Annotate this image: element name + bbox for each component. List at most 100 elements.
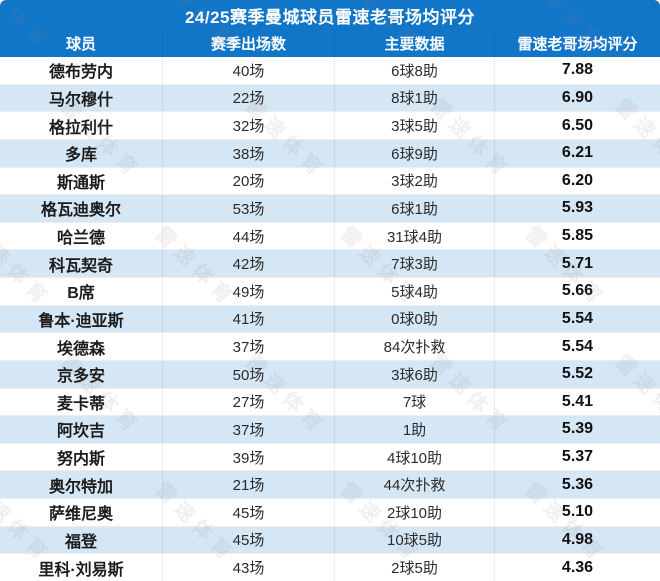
main-stats-cell: 4球10助 bbox=[335, 443, 495, 471]
appearances-cell: 21场 bbox=[163, 471, 335, 498]
rating-cell: 5.93 bbox=[561, 199, 594, 217]
appearances-cell: 38场 bbox=[163, 139, 335, 167]
appearances-cell: 49场 bbox=[163, 278, 335, 305]
player-name-cell: 萨维尼奥 bbox=[0, 499, 163, 526]
appearances-cell: 45场 bbox=[163, 499, 335, 526]
table-row: 里科·刘易斯 43场 2球5助 4.36 bbox=[0, 553, 660, 581]
table-row: 阿坎吉 37场 1助 5.39 bbox=[0, 415, 660, 443]
table-header-row: 球员 赛季出场数 主要数据 雷速老哥场均评分 bbox=[0, 30, 660, 57]
player-name-cell: 格瓦迪奥尔 bbox=[0, 195, 163, 222]
main-stats-cell: 7球3助 bbox=[335, 250, 495, 277]
column-header-rating: 雷速老哥场均评分 bbox=[517, 36, 638, 53]
rating-cell: 5.41 bbox=[561, 392, 594, 410]
player-name-cell: 福登 bbox=[0, 526, 163, 554]
rating-cell: 7.88 bbox=[561, 61, 594, 79]
player-name-cell: 麦卡蒂 bbox=[0, 388, 163, 416]
main-stats-cell: 31球4助 bbox=[335, 222, 495, 250]
rating-cell: 6.20 bbox=[561, 171, 594, 189]
rating-cell: 4.36 bbox=[561, 558, 594, 576]
appearances-cell: 45场 bbox=[163, 526, 335, 554]
appearances-cell: 22场 bbox=[163, 84, 335, 112]
appearances-cell: 39场 bbox=[163, 443, 335, 471]
appearances-cell: 42场 bbox=[163, 250, 335, 277]
rating-cell: 5.54 bbox=[561, 337, 594, 355]
main-stats-cell: 44次扑救 bbox=[335, 471, 495, 498]
appearances-cell: 27场 bbox=[163, 388, 335, 416]
page-title: 24/25赛季曼城球员雷速老哥场均评分 bbox=[0, 0, 660, 30]
player-name-cell: 埃德森 bbox=[0, 333, 163, 360]
main-stats-cell: 0球0助 bbox=[335, 305, 495, 333]
rating-cell: 4.98 bbox=[561, 530, 594, 548]
player-name-cell: 鲁本·迪亚斯 bbox=[0, 305, 163, 333]
main-stats-cell: 5球4助 bbox=[335, 278, 495, 305]
table-row: 多库 38场 6球9助 6.21 bbox=[0, 138, 660, 167]
player-name-cell: 德布劳内 bbox=[0, 57, 163, 84]
column-header-main-stats: 主要数据 bbox=[335, 30, 495, 57]
main-stats-cell: 7球 bbox=[335, 388, 495, 416]
appearances-cell: 37场 bbox=[163, 333, 335, 360]
table-row: 京多安 50场 3球6助 5.52 bbox=[0, 359, 660, 388]
player-name-cell: 阿坎吉 bbox=[0, 416, 163, 443]
appearances-cell: 44场 bbox=[163, 222, 335, 250]
player-name-cell: 努内斯 bbox=[0, 443, 163, 471]
player-name-cell: 哈兰德 bbox=[0, 222, 163, 250]
table-row: 斯通斯 20场 3球2助 6.20 bbox=[0, 166, 660, 195]
table-row: 奥尔特加 21场 44次扑救 5.36 bbox=[0, 470, 660, 498]
table-row: 努内斯 39场 4球10助 5.37 bbox=[0, 442, 660, 471]
appearances-cell: 20场 bbox=[163, 167, 335, 195]
rating-cell: 5.52 bbox=[561, 365, 594, 383]
column-header-player: 球员 bbox=[0, 30, 163, 57]
table-row: 科瓦契奇 42场 7球3助 5.71 bbox=[0, 249, 660, 277]
rating-cell: 5.37 bbox=[561, 448, 594, 466]
table-row: 麦卡蒂 27场 7球 5.41 bbox=[0, 387, 660, 416]
table-body: 德布劳内 40场 6球8助 7.88 马尔穆什 22场 8球1助 6.90 格拉利什 32场 3球5… bbox=[0, 57, 660, 581]
appearances-cell: 32场 bbox=[163, 112, 335, 139]
main-stats-cell: 6球9助 bbox=[335, 139, 495, 167]
player-name-cell: 奥尔特加 bbox=[0, 471, 163, 498]
player-name-cell: 斯通斯 bbox=[0, 167, 163, 195]
main-stats-cell: 10球5助 bbox=[335, 526, 495, 554]
appearances-cell: 50场 bbox=[163, 360, 335, 388]
main-stats-cell: 1助 bbox=[335, 416, 495, 443]
appearances-cell: 37场 bbox=[163, 416, 335, 443]
table-row: 德布劳内 40场 6球8助 7.88 bbox=[0, 57, 660, 84]
main-stats-cell: 2球5助 bbox=[335, 554, 495, 581]
main-stats-cell: 8球1助 bbox=[335, 84, 495, 112]
main-stats-cell: 6球8助 bbox=[335, 57, 495, 84]
main-stats-cell: 6球1助 bbox=[335, 195, 495, 222]
table-row: 马尔穆什 22场 8球1助 6.90 bbox=[0, 83, 660, 112]
table-row: 格瓦迪奥尔 53场 6球1助 5.93 bbox=[0, 194, 660, 222]
table-row: 萨维尼奥 45场 2球10助 5.10 bbox=[0, 498, 660, 526]
appearances-cell: 53场 bbox=[163, 195, 335, 222]
main-stats-cell: 84次扑救 bbox=[335, 333, 495, 360]
table-row: B席 49场 5球4助 5.66 bbox=[0, 277, 660, 305]
appearances-cell: 43场 bbox=[163, 554, 335, 581]
rating-cell: 6.21 bbox=[561, 144, 594, 162]
appearances-cell: 41场 bbox=[163, 305, 335, 333]
rating-cell: 6.90 bbox=[561, 88, 594, 106]
appearances-cell: 40场 bbox=[163, 57, 335, 84]
rating-cell: 5.36 bbox=[561, 475, 594, 493]
rating-cell: 5.10 bbox=[561, 503, 594, 521]
rating-cell: 5.54 bbox=[561, 309, 594, 327]
player-name-cell: B席 bbox=[0, 278, 163, 305]
rating-cell: 5.39 bbox=[561, 420, 594, 438]
main-stats-cell: 3球5助 bbox=[335, 112, 495, 139]
table-row: 埃德森 37场 84次扑救 5.54 bbox=[0, 332, 660, 360]
player-name-cell: 马尔穆什 bbox=[0, 84, 163, 112]
player-name-cell: 格拉利什 bbox=[0, 112, 163, 139]
player-name-cell: 京多安 bbox=[0, 360, 163, 388]
player-name-cell: 科瓦契奇 bbox=[0, 250, 163, 277]
main-stats-cell: 3球2助 bbox=[335, 167, 495, 195]
player-name-cell: 里科·刘易斯 bbox=[0, 554, 163, 581]
column-header-appearances: 赛季出场数 bbox=[163, 30, 335, 57]
table-row: 鲁本·迪亚斯 41场 0球0助 5.54 bbox=[0, 304, 660, 333]
rating-cell: 5.85 bbox=[561, 227, 594, 245]
table-row: 福登 45场 10球5助 4.98 bbox=[0, 525, 660, 554]
player-name-cell: 多库 bbox=[0, 139, 163, 167]
table-row: 格拉利什 32场 3球5助 6.50 bbox=[0, 111, 660, 139]
rating-cell: 5.66 bbox=[561, 282, 594, 300]
main-stats-cell: 2球10助 bbox=[335, 499, 495, 526]
main-stats-cell: 3球6助 bbox=[335, 360, 495, 388]
